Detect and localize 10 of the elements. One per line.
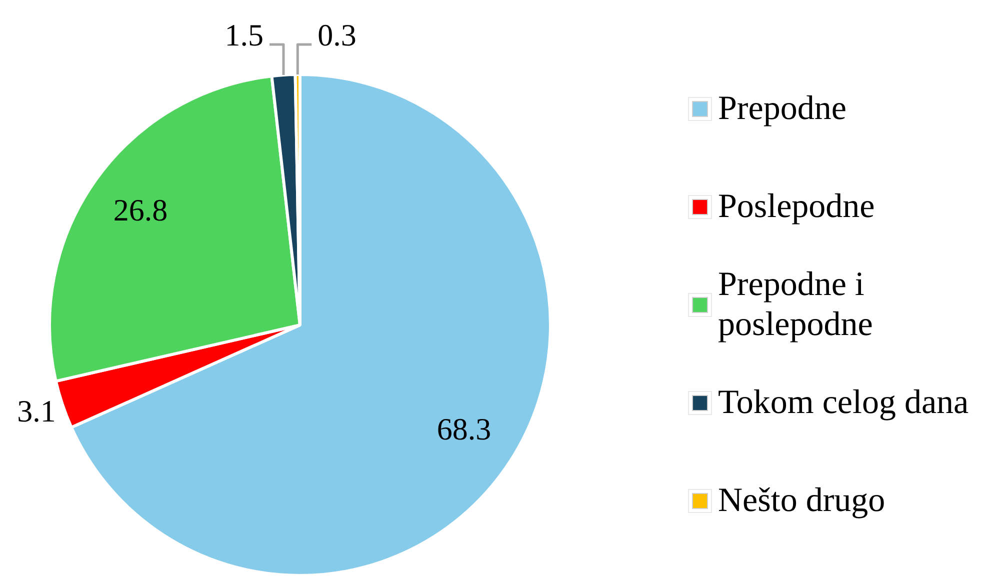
legend-label: Poslepodne (718, 187, 876, 227)
legend-label: Prepodne i poslepodne (718, 265, 874, 345)
data-label: 68.3 (436, 411, 492, 446)
legend-label: Nešto drugo (718, 481, 886, 521)
data-label: 0.3 (318, 18, 356, 52)
legend-label: Prepodne (718, 89, 848, 129)
legend-label: Tokom celog dana (718, 383, 970, 423)
data-label: 26.8 (113, 192, 168, 228)
data-label: 3.1 (17, 393, 56, 428)
data-label: 1.5 (224, 18, 264, 52)
